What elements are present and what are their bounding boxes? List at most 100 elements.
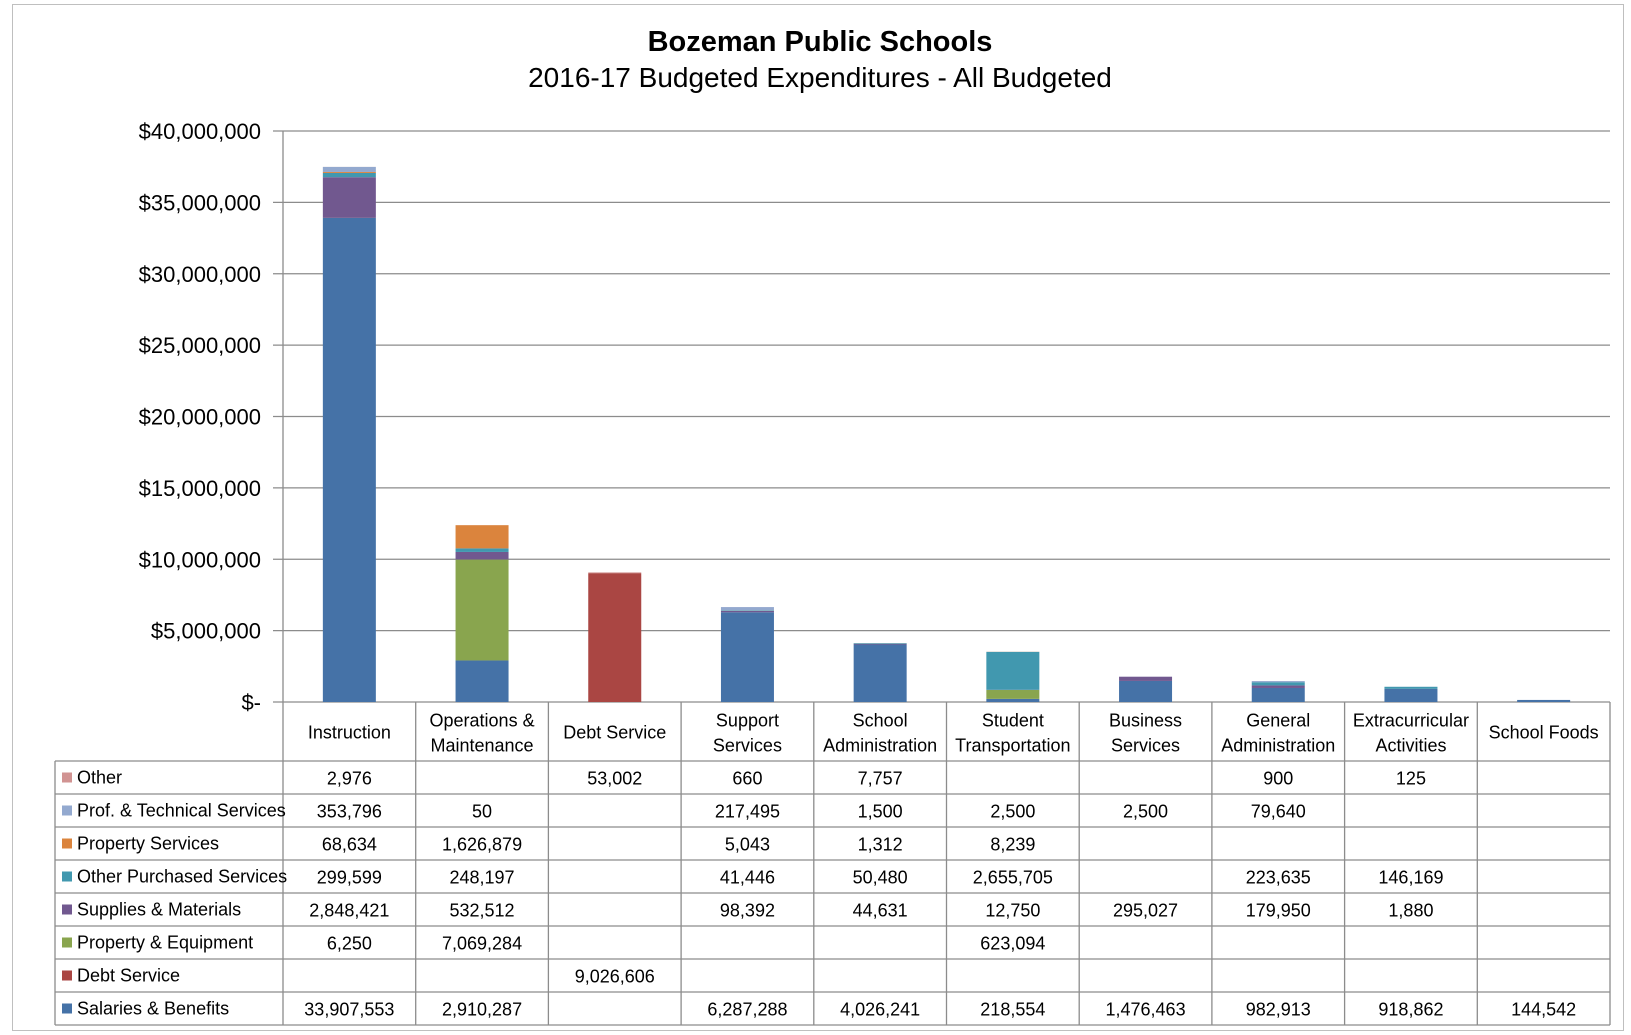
y-tick-label: $10,000,000 [139,547,261,572]
series-name: Supplies & Materials [77,900,241,920]
data-label: 79,640 [1251,802,1306,822]
bar-segment [720,610,774,613]
bar-segment [1251,687,1305,702]
legend-key [62,772,72,783]
bar-segment [720,612,774,702]
category-label: Operations & [430,711,535,731]
bar-segment [322,177,376,218]
data-label: 2,910,287 [442,1000,522,1020]
data-label: 146,169 [1378,868,1443,888]
category-label: Business [1109,711,1182,731]
bar-segment [455,548,509,552]
y-tick-label: $40,000,000 [139,119,261,144]
category-label: Student [982,711,1044,731]
series-name: Salaries & Benefits [77,999,229,1019]
data-label: 982,913 [1246,1000,1311,1020]
data-label: 217,495 [715,802,780,822]
data-label: 2,500 [990,802,1035,822]
data-label: 68,634 [322,835,377,855]
series-name: Other Purchased Services [77,867,287,887]
bar-segment [322,172,376,178]
data-label: 7,069,284 [442,934,522,954]
data-label: 8,239 [990,835,1035,855]
bar-segment [455,551,509,560]
bar-segment [588,573,642,702]
data-label: 6,250 [327,934,372,954]
data-label: 532,512 [450,901,515,921]
bar-segment [720,607,774,611]
category-label: School [853,711,908,731]
category-label: Support [716,711,779,731]
data-label: 98,392 [720,901,775,921]
data-label: 125 [1396,769,1426,789]
bar-segment [322,217,376,703]
data-label: 144,542 [1511,1000,1576,1020]
legend-key [62,838,72,849]
legend-key [62,1003,72,1014]
bar-segment [1251,682,1305,686]
data-label: 353,796 [317,802,382,822]
category-label: Maintenance [431,736,534,756]
bar-segment [853,643,907,645]
data-label: 1,500 [858,802,903,822]
category-label: Administration [823,736,937,756]
bar-segment [322,171,376,173]
category-label: Administration [1221,736,1335,756]
bar-segment [986,698,1040,702]
data-label: 660 [732,769,762,789]
chart-title: Bozeman Public Schools [647,26,993,58]
title-block: Bozeman Public Schools 2016-17 Budgeted … [0,24,1631,96]
bar-segment [1119,680,1173,702]
legend-key [62,970,72,981]
category-label: General [1246,711,1310,731]
data-label: 179,950 [1246,901,1311,921]
data-label: 1,880 [1388,901,1433,921]
bar-segment [1251,685,1305,688]
data-label: 1,476,463 [1106,1000,1186,1020]
bar-segment [1251,681,1305,683]
data-label: 7,757 [858,769,903,789]
legend-key [62,904,72,915]
bar-segment [588,572,642,574]
y-tick-label: $35,000,000 [139,190,261,215]
data-label: 2,500 [1123,802,1168,822]
bar-segment [455,559,509,661]
data-label: 4,026,241 [840,1000,920,1020]
chart-subtitle: 2016-17 Budgeted Expenditures - All Budg… [528,62,1112,93]
legend-key [62,805,72,816]
bar-segment [853,644,907,702]
legend-key [62,871,72,882]
data-label: 248,197 [450,868,515,888]
category-label: Services [1111,736,1180,756]
data-label: 1,626,879 [442,835,522,855]
data-label: 41,446 [720,868,775,888]
data-label: 623,094 [980,934,1045,954]
data-label: 223,635 [1246,868,1311,888]
data-label: 12,750 [985,901,1040,921]
category-label: Activities [1375,736,1446,756]
data-label: 6,287,288 [707,1000,787,1020]
data-label: 5,043 [725,835,770,855]
data-label: 50,480 [853,868,908,888]
data-label: 50 [472,802,492,822]
category-label: Services [713,736,782,756]
data-label: 2,976 [327,769,372,789]
category-label: Extracurricular [1353,711,1469,731]
data-label: 2,848,421 [309,901,389,921]
series-name: Debt Service [77,966,180,986]
y-tick-label: $20,000,000 [139,405,261,430]
bar-segment [455,660,509,702]
y-tick-label: $15,000,000 [139,476,261,501]
bar-segment [455,525,509,549]
data-label: 299,599 [317,868,382,888]
bar-segment [1384,686,1438,689]
bar-segment [1119,676,1173,681]
bar-segment [322,166,376,172]
data-label: 1,312 [858,835,903,855]
bar-segment [853,643,907,644]
category-label: Transportation [955,736,1070,756]
series-name: Prof. & Technical Services [77,801,286,821]
bar-segment [720,610,774,611]
bar-segment [1384,688,1438,702]
